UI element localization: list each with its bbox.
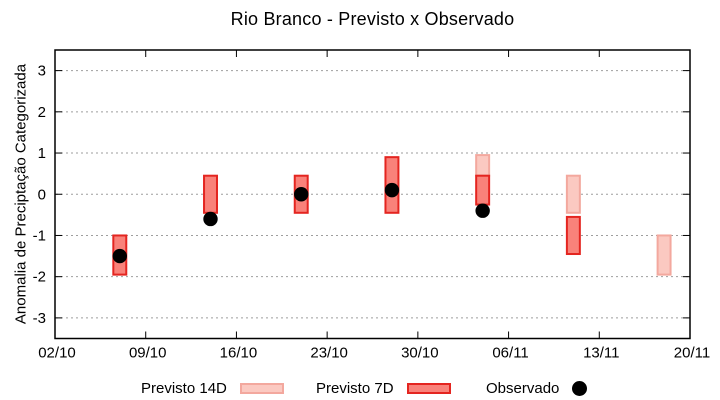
observado-dot: [384, 182, 400, 198]
legend-label-previsto-7d: Previsto 7D: [316, 379, 394, 397]
legend-label-observado: Observado: [486, 379, 560, 397]
x-tick-label: 02/10: [38, 345, 76, 362]
bar-previsto-14d: [565, 174, 581, 214]
bar-previsto-7d: [475, 174, 491, 206]
bar-previsto-14d: [656, 234, 672, 276]
legend-swatch-previsto-7d: [406, 382, 451, 394]
x-tick-label: 06/11: [492, 345, 528, 362]
plot-area: -3 -2 -1 0 1 2 3 02/10 09/10 16/10 23/10 30/10 06/11…: [33, 49, 710, 362]
observado-dot: [294, 187, 309, 202]
y-tick-label: 2: [38, 104, 46, 121]
legend-item-previsto-14d: Previsto 14D: [141, 377, 284, 399]
observado-dot: [112, 248, 127, 264]
x-tick-label: 09/10: [129, 345, 167, 362]
y-tick-label: -2: [33, 269, 46, 286]
legend-swatch-previsto-14d: [239, 382, 284, 394]
y-tick-label: 1: [38, 145, 46, 162]
legend-item-observado: Observado: [486, 377, 588, 399]
bar-previsto-14d: [475, 154, 491, 177]
observado-dot: [203, 211, 218, 227]
legend-marker-observado: [572, 380, 588, 396]
x-tick-label: 20/11: [674, 345, 710, 362]
y-tick-label: -1: [33, 227, 46, 244]
legend: Previsto 14D Previsto 7D Observado: [0, 377, 720, 399]
bar-previsto-7d: [203, 174, 218, 214]
observado-dot: [475, 203, 490, 218]
x-tick-label: 30/10: [401, 345, 439, 362]
x-tick-label: 13/11: [583, 345, 619, 362]
y-tick-label: -3: [33, 310, 46, 327]
bar-previsto-7d: [565, 215, 581, 256]
legend-item-previsto-7d: Previsto 7D: [316, 377, 451, 399]
plot-frame: [54, 49, 691, 340]
x-tick-label: 16/10: [220, 345, 258, 362]
x-tick-label: 23/10: [310, 345, 348, 362]
legend-label-previsto-14d: Previsto 14D: [141, 379, 227, 397]
y-tick-label: 3: [38, 63, 46, 80]
y-tick-label: 0: [38, 186, 46, 203]
chart-title: Rio Branco - Previsto x Observado: [230, 9, 515, 29]
